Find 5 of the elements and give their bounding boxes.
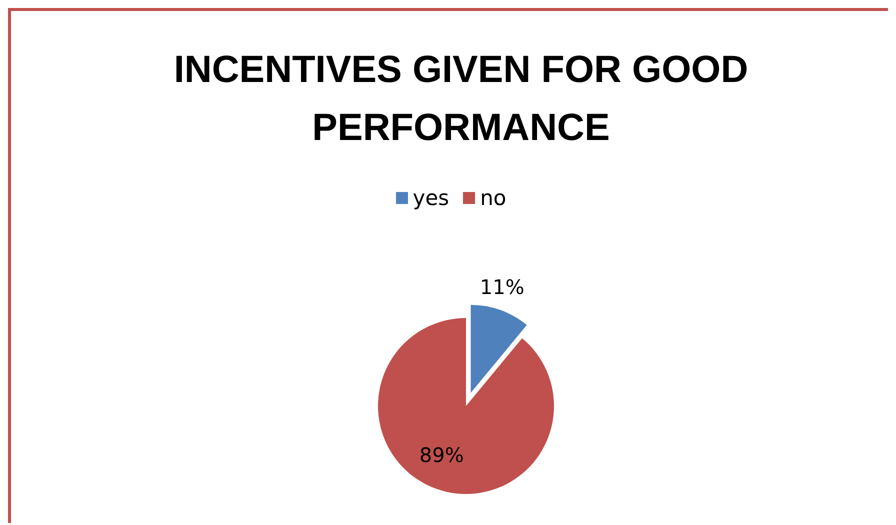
data-label: 11% (480, 274, 524, 299)
data-label: 89% (419, 442, 464, 467)
legend-label: yes (412, 186, 450, 210)
chart-title: INCENTIVES GIVEN FOR GOOD PERFORMANCE (172, 48, 750, 151)
legend-label: no (480, 186, 506, 210)
